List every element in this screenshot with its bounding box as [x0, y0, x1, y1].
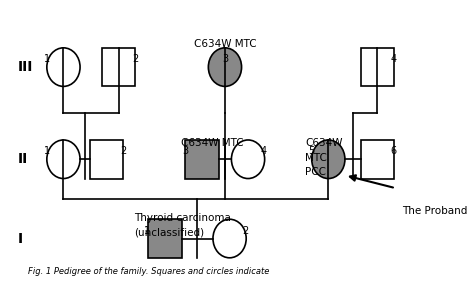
Bar: [361, 48, 394, 86]
Text: 2: 2: [133, 54, 139, 64]
Text: C634W MTC: C634W MTC: [194, 39, 256, 49]
Ellipse shape: [47, 140, 80, 178]
Text: Fig. 1 Pedigree of the family. Squares and circles indicate: Fig. 1 Pedigree of the family. Squares a…: [28, 267, 270, 276]
Bar: [90, 140, 123, 178]
Text: 3: 3: [182, 146, 188, 157]
Text: 4: 4: [261, 146, 267, 157]
Text: I: I: [18, 232, 22, 246]
Ellipse shape: [231, 140, 264, 178]
Text: C634W
MTC
PCC: C634W MTC PCC: [305, 138, 343, 177]
Text: 3: 3: [222, 54, 228, 64]
Text: II: II: [18, 152, 27, 166]
Text: The Proband: The Proband: [402, 206, 467, 216]
Text: Thyroid carcinoma
(unclassified): Thyroid carcinoma (unclassified): [135, 213, 231, 238]
Bar: [361, 140, 394, 178]
Text: III: III: [18, 60, 33, 74]
Text: 4: 4: [390, 54, 396, 64]
Text: 1: 1: [44, 146, 50, 157]
Ellipse shape: [312, 140, 345, 178]
Text: 1: 1: [44, 54, 50, 64]
Ellipse shape: [209, 48, 242, 86]
Ellipse shape: [47, 48, 80, 86]
Bar: [102, 48, 136, 86]
Ellipse shape: [213, 219, 246, 258]
Text: C634W MTC: C634W MTC: [181, 138, 243, 148]
Text: 6: 6: [390, 146, 396, 157]
Bar: [148, 219, 182, 258]
Bar: [185, 140, 219, 178]
Text: 1: 1: [144, 226, 150, 236]
Text: 5: 5: [308, 146, 314, 157]
Text: 2: 2: [243, 226, 249, 236]
Text: 2: 2: [121, 146, 127, 157]
